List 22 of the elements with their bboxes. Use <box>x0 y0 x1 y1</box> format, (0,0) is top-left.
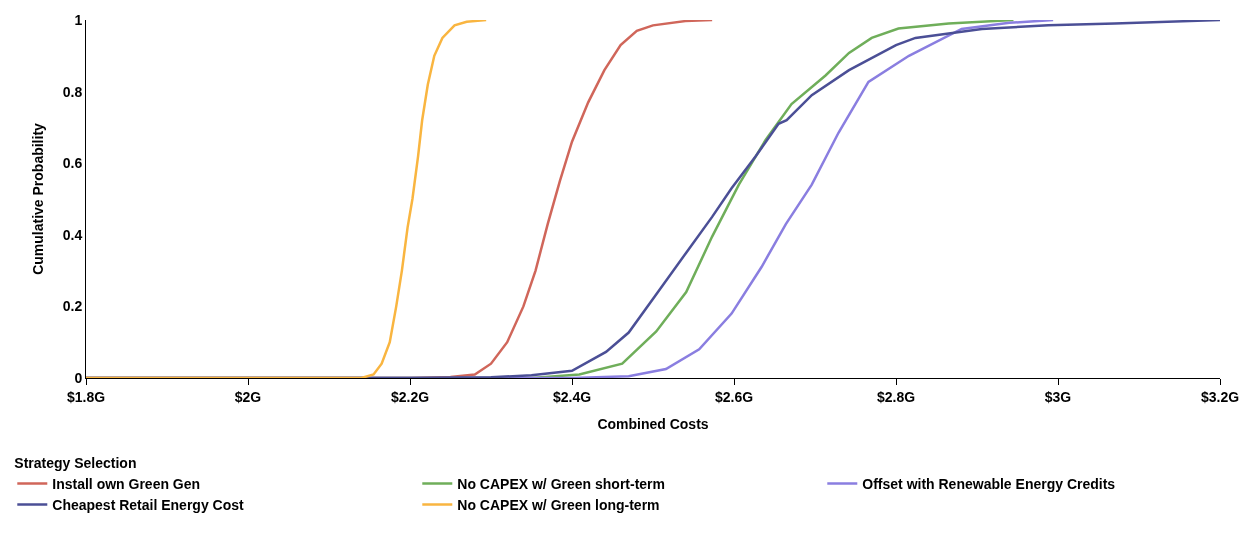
x-tick-label: $2.6G <box>714 388 754 405</box>
legend-label: Install own Green Gen <box>52 475 201 492</box>
legend-label: Offset with Renewable Energy Credits <box>862 475 1116 492</box>
x-tick-label: $2G <box>234 388 262 405</box>
x-tick-label: $3G <box>1044 388 1072 405</box>
y-tick-label: 0.4 <box>62 226 83 243</box>
y-tick-label: 0.8 <box>62 83 83 100</box>
legend-label: No CAPEX w/ Green long-term <box>457 497 660 514</box>
y-tick-label: 1 <box>74 11 83 28</box>
x-tick-label: $2.2G <box>390 388 430 405</box>
x-tick-label: $1.8G <box>66 388 106 405</box>
y-axis-title: Cumulative Probability <box>30 122 47 275</box>
y-tick-label: 0 <box>74 369 83 386</box>
legend-label: Cheapest Retail Energy Cost <box>52 497 245 514</box>
x-tick-label: $3.2G <box>1200 388 1240 405</box>
legend-label: No CAPEX w/ Green short-term <box>457 475 665 492</box>
x-tick-label: $2.4G <box>552 388 592 405</box>
legend-title: Strategy Selection <box>14 454 137 471</box>
x-axis-title: Combined Costs <box>597 416 709 433</box>
y-tick-label: 0.2 <box>62 298 83 315</box>
x-tick-label: $2.8G <box>876 388 916 405</box>
y-tick-label: 0.6 <box>62 155 83 172</box>
